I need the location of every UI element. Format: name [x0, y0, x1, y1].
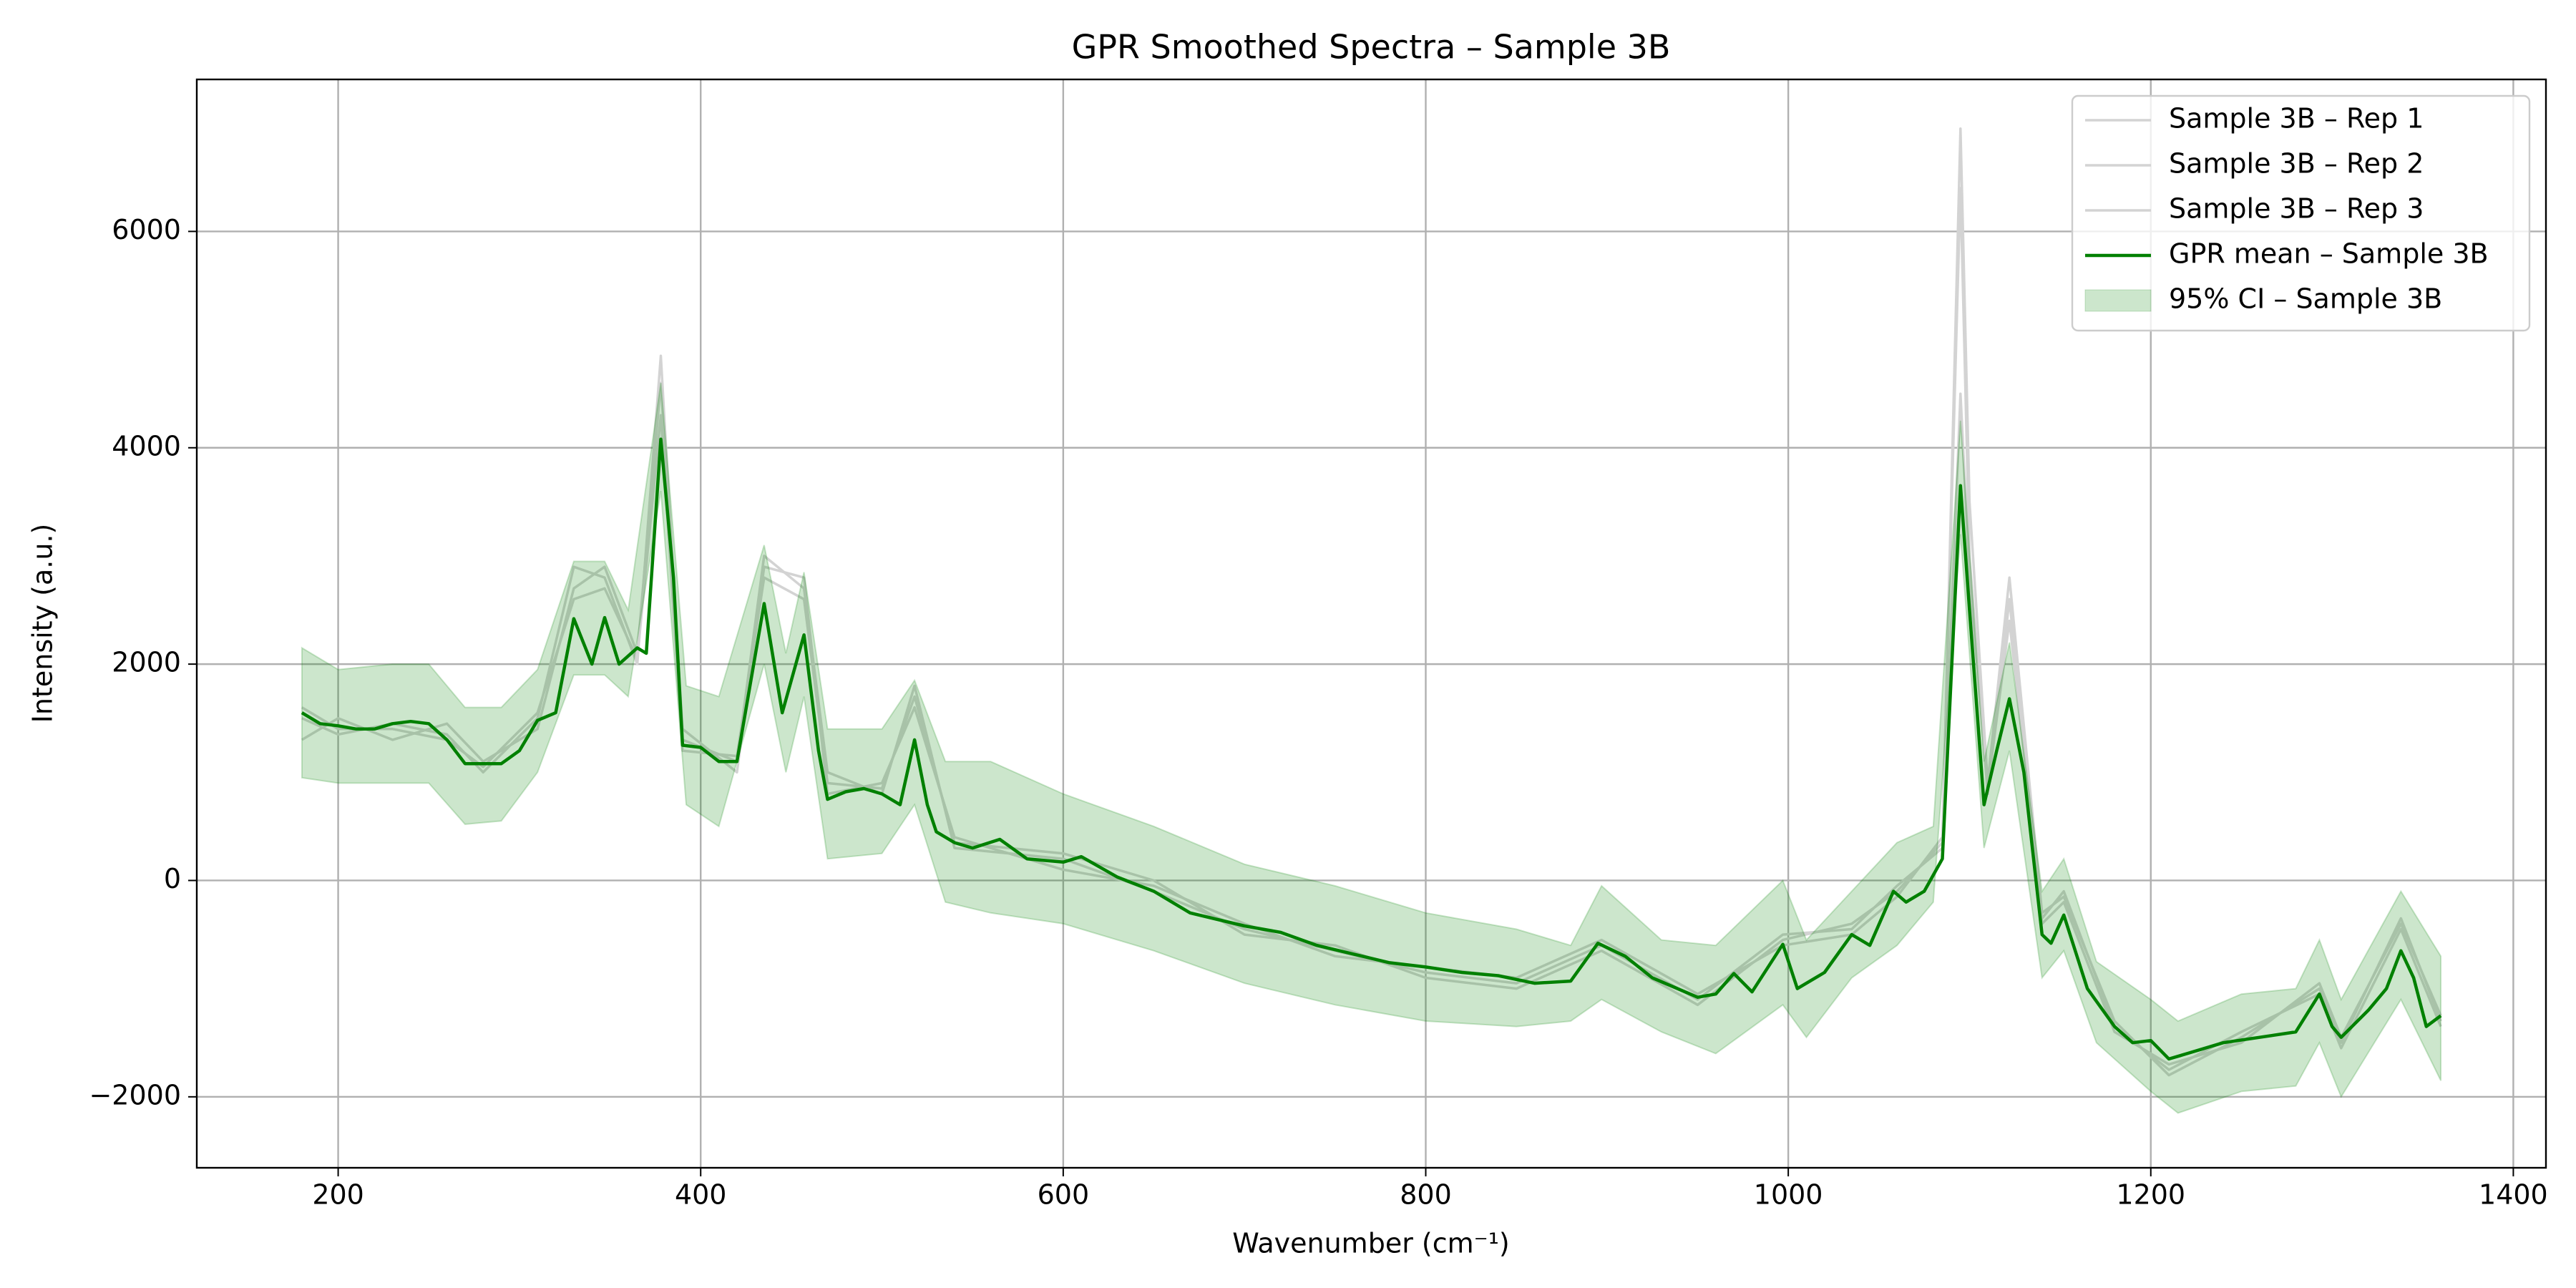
y-tick-label: 2000: [112, 647, 181, 678]
legend-swatch: [2084, 289, 2152, 312]
plot-frame: [195, 78, 2547, 1169]
x-tick-label: 400: [675, 1179, 727, 1211]
ci-band: [301, 382, 2442, 1114]
legend: Sample 3B – Rep 1 Sample 3B – Rep 2 Sample…: [2071, 94, 2531, 332]
x-tick-label: 1400: [2479, 1179, 2548, 1211]
x-tick-label: 1200: [2116, 1179, 2185, 1211]
legend-label: Sample 3B – Rep 3: [2169, 193, 2424, 225]
axes: 200 400 600 800 1000 1200 1400 −2000 0 2000 4000 60…: [89, 78, 2548, 1211]
chart-title: GPR Smoothed Spectra – Sample 3B: [1072, 28, 1671, 67]
x-tick-label: 600: [1038, 1179, 1090, 1211]
x-axis-label: Wavenumber (cm⁻¹): [1232, 1228, 1510, 1259]
legend-label: Sample 3B – Rep 2: [2169, 148, 2424, 180]
rep-line: [301, 187, 2442, 1066]
legend-box: [2071, 94, 2531, 332]
x-tick-label: 800: [1400, 1179, 1452, 1211]
plot-area: [301, 127, 2442, 1114]
rep-line: [301, 392, 2442, 1071]
y-tick-label: 0: [164, 863, 181, 894]
legend-label: GPR mean – Sample 3B: [2169, 238, 2489, 270]
legend-label: 95% CI – Sample 3B: [2169, 283, 2442, 315]
mean-line: [301, 437, 2442, 1061]
y-tick-label: 4000: [112, 430, 181, 462]
y-axis-label: Intensity (a.u.): [27, 524, 59, 723]
legend-label: Sample 3B – Rep 1: [2169, 103, 2424, 135]
x-tick-label: 200: [312, 1179, 364, 1211]
y-tick-label: 6000: [112, 214, 181, 245]
y-tick-label: −2000: [89, 1079, 181, 1111]
x-tick-label: 1000: [1754, 1179, 1823, 1211]
